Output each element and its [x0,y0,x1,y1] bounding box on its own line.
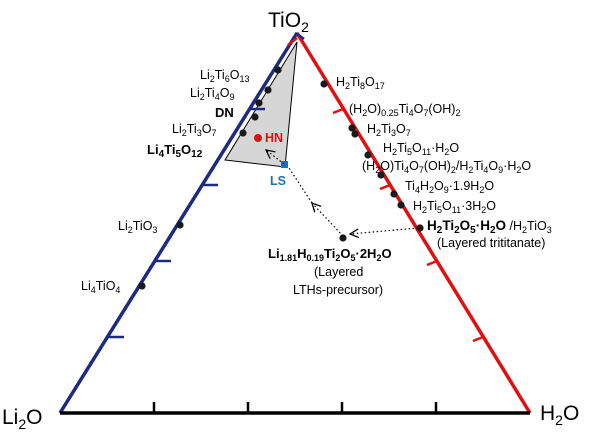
point-precursor [339,234,347,242]
label-ti4h2o9: Ti4H2O9·1.9H2O [405,179,494,195]
point-li2tio3 [176,221,184,229]
label-h2ti5o11-h2o: H2Ti5O11·H2O [383,141,459,157]
label-precursor-desc-1: (Layered [314,265,363,279]
label-li2ti3o7: Li2Ti3O7 [172,122,216,138]
point-li2ti3o7 [251,113,259,121]
label-li4tio4: Li4TiO4 [81,279,120,295]
point-ti4h2o9 [390,190,398,198]
label-hn: HN [265,131,283,145]
point-li2ti4o9 [264,86,272,94]
point-dn [255,99,263,107]
point-li4tio4 [138,282,146,290]
label-h2o025ti4o7oh2: (H2O)0.25Ti4O7(OH)2 [349,102,460,118]
path-precursor-to-ls [312,203,344,237]
point-h2ti8o17 [320,80,328,88]
label-ls: LS [270,174,286,188]
point-ls [281,161,288,168]
point-h2ti5o11-h2o [364,151,372,159]
left-edge-ticks [108,32,305,339]
point-h2ti3o7 [351,130,359,138]
point-h2o025ti4o7oh2 [348,124,356,132]
point-h2ti2o5-h2o [416,224,424,232]
label-precursor-desc-2: LTHs-precursor) [293,283,383,297]
label-h2ti8o17: H2Ti8O17 [336,75,385,91]
vertex-label-h2o: H2O [540,402,579,428]
point-h2oti4o7oh2 [377,171,385,179]
left-edge-points [138,66,282,290]
label-li2tio3: Li2TiO3 [118,219,157,235]
label-dn: DN [215,105,234,120]
label-precursor-formula: Li1.81H0.19Ti2O5·2H2O [268,246,392,263]
point-h2ti5o11-3h2o [397,201,405,209]
path-precursor-to-ls-2 [288,167,313,204]
label-h2oti4o7oh2: (H2O)Ti4O7(OH)2/H2Ti4O9·H2O [362,159,531,175]
bottom-edge-ticks [152,402,438,413]
right-edge-points [320,80,424,232]
label-h2ti3o7: H2Ti3O7 [367,122,411,138]
right-edge-ticks [287,37,484,343]
label-h2ti2o5-h2o: H2Ti2O5·H2O /H2TiO3 [427,218,552,236]
point-hn [254,134,262,142]
path-trititanate-to-precursor [350,227,419,234]
point-li4ti5o12 [239,129,247,137]
label-li2ti6o13: Li2Ti6O13 [200,68,249,84]
point-li2ti6o13 [274,66,282,74]
right-edge-tio2-h2o [295,32,532,414]
vertex-label-tio2: TiO2 [268,9,309,35]
label-h2ti5o11-3h2o: H2Ti5O11·3H2O [413,199,496,215]
vertex-label-li2o: Li2O [2,406,43,432]
label-li4ti5o12: Li4Ti5O12 [147,142,203,160]
label-layered-trititanate: (Layered trititanate) [437,236,545,250]
label-li2ti4o9: Li2Ti4O9 [190,86,234,102]
